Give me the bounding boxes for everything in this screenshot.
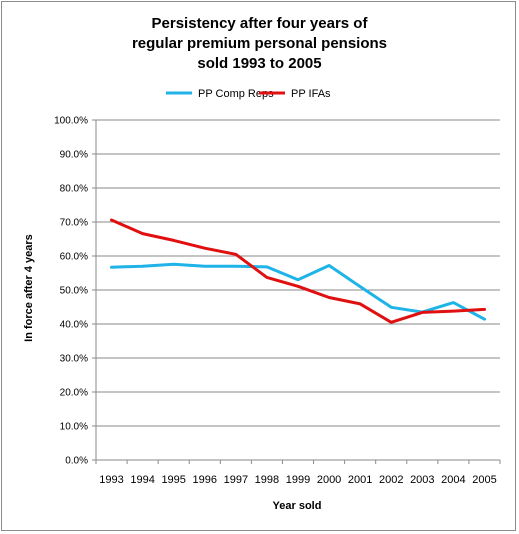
- x-tick-label: 1993: [99, 474, 123, 486]
- data-point: [234, 265, 238, 268]
- y-tick-label: 80.0%: [60, 184, 88, 195]
- data-point: [203, 246, 206, 250]
- x-tick-label: 1999: [286, 474, 310, 486]
- chart-title: Persistency after four years of regular …: [0, 14, 519, 74]
- data-point: [203, 265, 206, 268]
- data-point: [483, 318, 486, 321]
- data-point: [110, 218, 113, 222]
- y-tick-label: 30.0%: [60, 354, 88, 365]
- data-point: [358, 302, 362, 306]
- data-point: [296, 278, 300, 281]
- x-tick-label: 2005: [472, 474, 496, 486]
- x-tick-label: 2002: [379, 474, 403, 486]
- data-point: [141, 265, 144, 268]
- x-tick-label: 2001: [348, 474, 372, 486]
- data-point: [265, 265, 269, 269]
- y-tick-label: 40.0%: [60, 320, 88, 331]
- y-tick-label: 90.0%: [60, 150, 88, 161]
- axes: [95, 120, 500, 461]
- data-point: [296, 285, 300, 288]
- legend-label: PP IFAs: [291, 88, 331, 100]
- x-tick-label: 2003: [410, 474, 434, 486]
- chart-title-line-1: Persistency after four years of: [151, 15, 368, 32]
- y-axis-label: In force after 4 years: [23, 234, 35, 342]
- x-tick-label: 2004: [441, 474, 465, 486]
- data-point: [327, 296, 331, 299]
- x-tick-label: 1997: [224, 474, 248, 486]
- y-tick-label: 60.0%: [60, 252, 88, 263]
- y-tick-label: 10.0%: [60, 422, 88, 433]
- data-point: [141, 232, 144, 235]
- y-tick-label: 20.0%: [60, 388, 88, 399]
- series-lines: [110, 218, 486, 324]
- data-point: [452, 309, 455, 313]
- y-axis-ticks: 0.0% 10.0% 20.0% 30.0% 40.0% 50.0% 60.0% 70.0% 8…: [54, 116, 96, 467]
- data-point: [110, 266, 113, 269]
- x-tick-label: 1998: [255, 474, 279, 486]
- x-tick-label: 1995: [161, 474, 185, 486]
- data-point: [172, 239, 175, 242]
- y-tick-label: 100.0%: [54, 116, 88, 127]
- data-point: [390, 321, 393, 324]
- x-axis-label: Year sold: [273, 500, 322, 512]
- chart-title-line-2: regular premium personal pensions: [131, 35, 388, 52]
- data-point: [483, 308, 486, 311]
- data-point: [265, 276, 269, 279]
- data-point: [421, 311, 424, 314]
- x-tick-label: 1994: [130, 474, 154, 486]
- data-point: [390, 306, 393, 309]
- legend: PP Comp Reps PP IFAs: [166, 88, 331, 100]
- legend-label: PP Comp Reps: [198, 88, 274, 100]
- data-point: [327, 264, 331, 267]
- y-tick-label: 50.0%: [60, 286, 88, 297]
- y-tick-label: 70.0%: [60, 218, 88, 229]
- series-line-pp-ifas: [110, 218, 486, 324]
- data-point: [234, 253, 238, 256]
- data-point: [358, 285, 362, 288]
- gridlines: [96, 119, 500, 427]
- data-point: [452, 301, 455, 304]
- x-tick-label: 1996: [193, 474, 217, 486]
- y-tick-label: 0.0%: [65, 456, 88, 467]
- data-point: [172, 262, 175, 266]
- x-tick-label: 2000: [317, 474, 341, 486]
- x-axis-ticks: 1993 1994 1995 1996 1997 1998 1999 2000 2001 2002…: [95, 460, 501, 486]
- chart-title-line-3: sold 1993 to 2005: [197, 55, 322, 72]
